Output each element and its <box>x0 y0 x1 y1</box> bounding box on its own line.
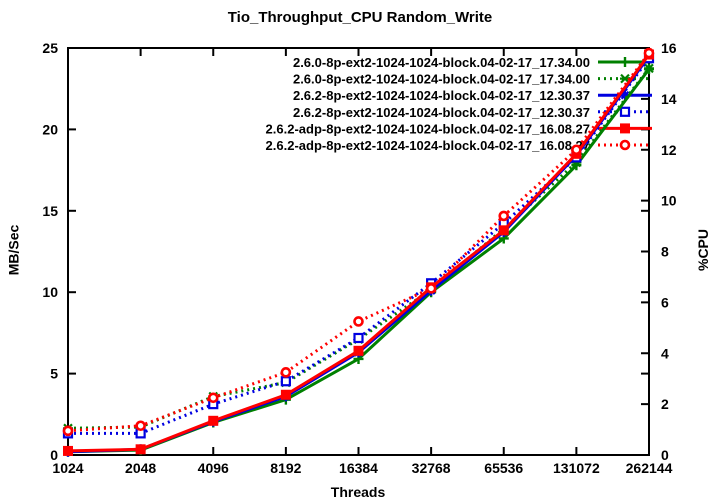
left-axis-tick-label: 25 <box>42 40 58 56</box>
x-axis-title: Threads <box>330 484 386 500</box>
legend-entry-label: 2.6.0-8p-ext2-1024-1024-block.04-02-17_1… <box>293 72 590 87</box>
data-point-marker <box>498 225 509 236</box>
legend-sample-marker <box>620 90 630 101</box>
legend-entry-label: 2.6.2-adp-8p-ext2-1024-1024-block.04-02-… <box>266 121 590 136</box>
data-point-marker <box>353 332 364 344</box>
x-axis-tick-label: 2048 <box>125 460 156 476</box>
right-axis-tick-label: 6 <box>661 294 669 310</box>
series-line-dotted <box>67 67 651 430</box>
right-axis-tick-label: 12 <box>661 142 677 158</box>
data-point-marker <box>498 210 510 222</box>
right-axis-tick-label: 8 <box>661 244 669 260</box>
data-point-marker <box>62 425 74 437</box>
x-axis-tick-label: 131072 <box>553 460 600 476</box>
data-point-marker <box>135 444 146 455</box>
left-axis-tick-label: 0 <box>50 447 58 463</box>
right-axis-tick-label: 14 <box>661 91 677 107</box>
legend-entry-label: 2.6.2-adp-8p-ext2-1024-1024-block.04-02-… <box>266 138 590 153</box>
data-point-marker <box>425 283 437 294</box>
legend-entry-label: 2.6.2-8p-ext2-1024-1024-block.04-02-17_1… <box>293 105 590 120</box>
left-axis-tick-label: 5 <box>50 366 58 382</box>
right-axis-tick-label: 10 <box>661 193 677 209</box>
data-point-marker <box>135 420 146 432</box>
x-axis-tick-label: 4096 <box>198 460 229 476</box>
legend-sample-marker <box>619 106 631 117</box>
left-axis-tick-label: 10 <box>42 284 58 300</box>
left-axis-tick-label: 20 <box>42 121 58 137</box>
legend-sample-marker <box>620 123 630 134</box>
legend-sample-marker <box>620 57 630 67</box>
x-axis-tick-label: 1024 <box>52 460 83 476</box>
right-axis-tick-label: 4 <box>661 345 669 361</box>
series-line-dotted <box>67 52 651 433</box>
data-point-marker <box>353 316 364 327</box>
legend-sample-marker <box>619 139 631 151</box>
right-axis-tick-label: 0 <box>661 447 669 463</box>
data-point-marker <box>353 345 364 356</box>
x-axis-tick-label: 32768 <box>412 460 451 476</box>
legend-entry-label: 2.6.0-8p-ext2-1024-1024-block.04-02-17_1… <box>293 55 590 70</box>
right-axis-tick-label: 16 <box>661 40 677 56</box>
legend-entry-label: 2.6.2-8p-ext2-1024-1024-block.04-02-17_1… <box>293 88 590 103</box>
left-axis-tick-label: 15 <box>42 203 58 219</box>
x-axis-tick-label: 262144 <box>626 460 673 476</box>
data-point-marker <box>280 367 292 378</box>
chart-title: Tio_Throughput_CPU Random_Write <box>227 9 493 26</box>
x-axis-tick-label: 65536 <box>484 460 523 476</box>
data-point-marker <box>63 445 73 456</box>
x-axis-tick-label: 16384 <box>339 460 378 476</box>
data-point-marker <box>207 392 219 404</box>
left-axis-title: MB/Sec <box>5 224 22 276</box>
right-axis-tick-label: 2 <box>661 396 669 412</box>
data-point-marker <box>280 376 291 387</box>
x-axis-tick-label: 8192 <box>270 460 301 476</box>
data-point-marker <box>208 415 219 426</box>
right-axis-title: %CPU <box>695 228 712 272</box>
data-point-marker <box>280 389 291 400</box>
data-point-marker <box>571 144 582 156</box>
data-point-marker <box>644 63 654 74</box>
data-point-marker <box>643 47 655 59</box>
